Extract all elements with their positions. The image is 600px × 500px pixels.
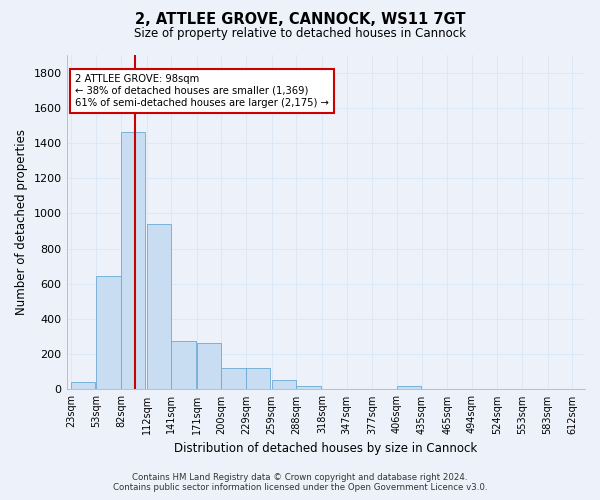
Bar [121, 132, 145, 390]
Bar [347, 388, 371, 390]
Bar [397, 386, 421, 390]
Bar [372, 388, 397, 390]
Text: Contains HM Land Registry data © Crown copyright and database right 2024.
Contai: Contains HM Land Registry data © Crown c… [113, 473, 487, 492]
Bar [296, 386, 320, 390]
Bar [246, 368, 271, 390]
Text: Size of property relative to detached houses in Cannock: Size of property relative to detached ho… [134, 28, 466, 40]
Bar [272, 380, 296, 390]
Text: 2, ATTLEE GROVE, CANNOCK, WS11 7GT: 2, ATTLEE GROVE, CANNOCK, WS11 7GT [135, 12, 465, 28]
Y-axis label: Number of detached properties: Number of detached properties [15, 129, 28, 315]
Text: 2 ATTLEE GROVE: 98sqm
← 38% of detached houses are smaller (1,369)
61% of semi-d: 2 ATTLEE GROVE: 98sqm ← 38% of detached … [75, 74, 329, 108]
X-axis label: Distribution of detached houses by size in Cannock: Distribution of detached houses by size … [174, 442, 478, 455]
Bar [171, 341, 196, 390]
Bar [146, 224, 171, 390]
Bar [97, 276, 121, 390]
Bar [71, 382, 95, 390]
Bar [197, 343, 221, 390]
Bar [322, 388, 346, 390]
Bar [221, 368, 246, 390]
